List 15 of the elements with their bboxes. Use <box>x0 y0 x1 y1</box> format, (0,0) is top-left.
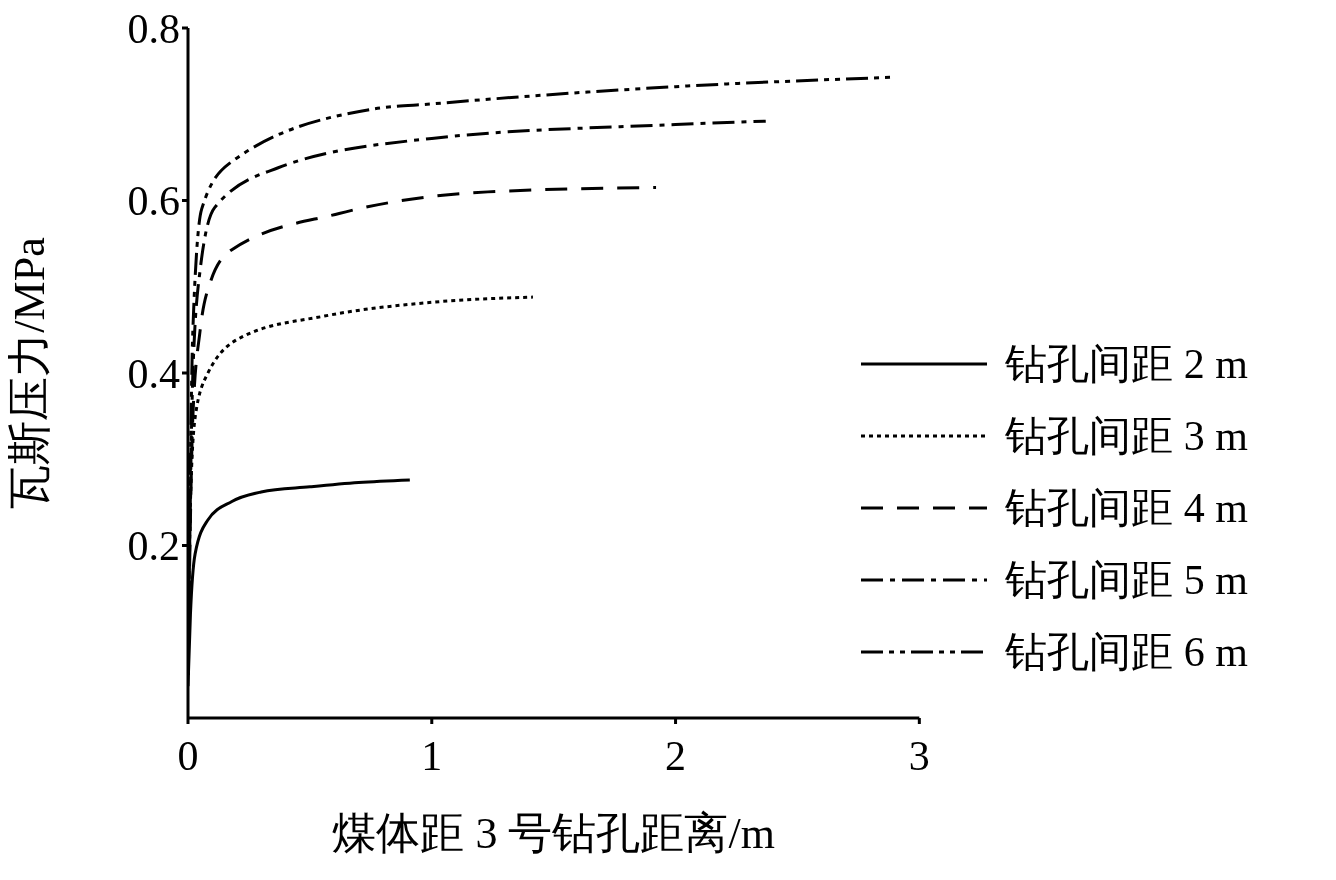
x-tick-label: 3 <box>908 732 930 779</box>
x-axis-title: 煤体距 3 号钻孔距离/m <box>332 809 775 858</box>
legend-label: 钻孔间距 6 m <box>1005 628 1248 677</box>
x-tick-label: 0 <box>177 732 199 779</box>
y-tick-label: 0.8 <box>127 5 180 52</box>
legend-label: 钻孔间距 4 m <box>1005 484 1248 533</box>
legend-label: 钻孔间距 3 m <box>1005 412 1248 461</box>
legend-label: 钻孔间距 5 m <box>1005 556 1248 605</box>
y-axis-title: 瓦斯压力/MPa <box>4 237 54 509</box>
y-tick-label: 0.4 <box>127 350 180 397</box>
x-tick-label: 2 <box>665 732 687 779</box>
x-tick-label: 1 <box>421 732 443 779</box>
y-tick-label: 0.2 <box>127 523 180 570</box>
y-tick-label: 0.6 <box>127 178 180 225</box>
legend-label: 钻孔间距 2 m <box>1005 340 1248 389</box>
